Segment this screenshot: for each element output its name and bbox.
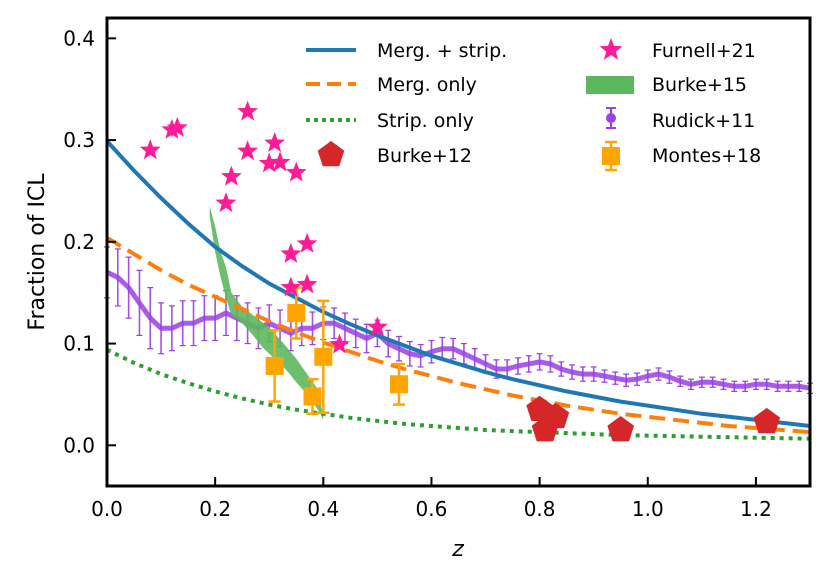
y-tick-label: 0.2 <box>63 230 95 254</box>
legend-furnell21-label: Furnell+21 <box>652 40 756 62</box>
y-tick-label: 0.3 <box>63 128 95 152</box>
furnell21-point <box>161 118 183 139</box>
x-tick-label: 0.8 <box>524 497 556 521</box>
furnell21-point <box>296 273 318 294</box>
legend-furnell21-marker <box>599 38 623 60</box>
legend-burke12-marker <box>317 141 345 167</box>
legend-strip-only-label: Strip. only <box>377 110 474 132</box>
legend-burke15-label: Burke+15 <box>652 74 747 96</box>
legend-furnell21-star <box>599 38 623 60</box>
burke12-point <box>607 416 634 442</box>
legend: Merg. + strip. Merg. only Strip. only Bu… <box>306 38 761 172</box>
furnell21-point <box>285 161 307 182</box>
y-axis: 0.0 0.1 0.2 0.3 0.4 <box>63 26 116 457</box>
furnell21-point <box>280 243 302 263</box>
furnell21-point <box>215 192 237 213</box>
y-tick-label: 0.0 <box>63 433 95 457</box>
merg-strip-line <box>105 139 811 428</box>
legend-montes18-label: Montes+18 <box>652 145 761 167</box>
x-tick-label: 0.0 <box>91 497 123 521</box>
furnell21-point <box>264 132 286 152</box>
y-axis-title: Fraction of ICL <box>25 173 50 331</box>
furnell21-point <box>258 152 280 173</box>
x-tick-label: 0.4 <box>307 497 339 521</box>
plot-area <box>104 100 813 442</box>
x-tick-label: 1.0 <box>632 497 664 521</box>
furnell21-point <box>220 165 242 186</box>
x-axis: 0.0 0.2 0.4 0.6 0.8 1.0 1.2 <box>91 477 772 521</box>
furnell21-point <box>166 116 188 137</box>
furnell21-point <box>280 276 302 297</box>
legend-merg-only-label: Merg. only <box>377 74 477 96</box>
legend-montes18-marker <box>602 140 620 172</box>
y-tick-label: 0.4 <box>63 26 95 50</box>
y-tick-label: 0.1 <box>63 332 95 356</box>
legend-burke15-swatch <box>586 76 634 94</box>
x-axis-title: z <box>451 537 464 562</box>
legend-rudick11-marker <box>606 107 616 129</box>
montes18-point <box>314 347 333 366</box>
legend-rudick11-label: Rudick+11 <box>652 110 755 132</box>
burke15-band <box>209 206 324 420</box>
montes18-point <box>390 375 409 394</box>
montes18-point <box>265 356 284 375</box>
furnell21-point <box>366 316 388 337</box>
rudick11-series <box>105 270 811 391</box>
burke12-point <box>542 402 570 429</box>
legend-burke12-label: Burke+12 <box>377 145 472 167</box>
montes18-point <box>287 304 306 323</box>
x-tick-label: 1.2 <box>740 497 772 521</box>
furnell21-point <box>329 333 350 354</box>
legend-burke12-pentagon <box>317 141 345 167</box>
furnell21-point <box>269 151 291 172</box>
strip-only-line <box>106 347 811 441</box>
legend-merg-strip-label: Merg. + strip. <box>377 40 507 62</box>
furnell21-point <box>139 139 161 160</box>
merg-only-line <box>105 236 811 435</box>
furnell21-point <box>296 232 318 253</box>
montes18-point <box>303 387 322 406</box>
furnell21-point <box>237 140 259 161</box>
x-tick-label: 0.6 <box>416 497 448 521</box>
x-tick-label: 0.2 <box>199 497 231 521</box>
furnell21-point <box>237 100 259 121</box>
plot-frame <box>105 16 812 488</box>
burke12-point <box>753 407 781 434</box>
